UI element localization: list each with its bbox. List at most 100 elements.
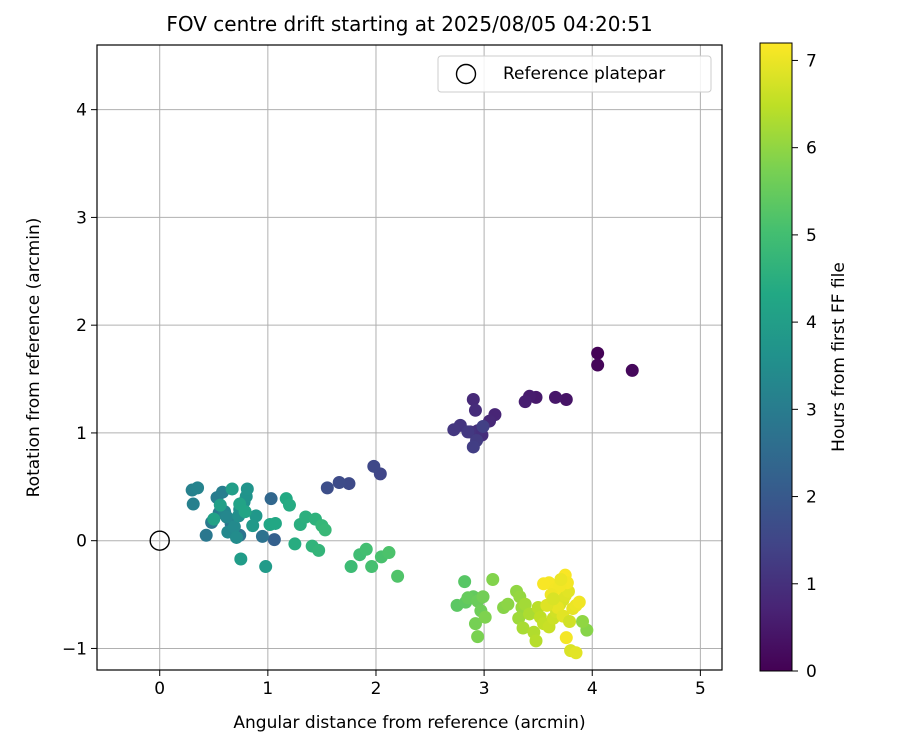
y-tick-label: −1 xyxy=(62,639,87,659)
data-points xyxy=(185,346,639,660)
legend-marker-icon xyxy=(455,63,477,85)
data-point xyxy=(238,505,252,519)
data-point xyxy=(259,560,273,574)
data-point xyxy=(220,510,234,524)
data-point xyxy=(264,492,278,506)
x-tick-label: 1 xyxy=(262,679,273,699)
data-point xyxy=(471,630,485,644)
data-point xyxy=(476,590,490,604)
data-point xyxy=(461,425,475,439)
data-point xyxy=(344,560,358,574)
data-point xyxy=(268,516,282,530)
legend-box xyxy=(437,55,712,93)
data-point xyxy=(554,572,568,586)
x-axis-label: Angular distance from reference (arcmin) xyxy=(233,713,585,733)
data-point xyxy=(512,611,526,625)
colorbar-tick-label: 3 xyxy=(806,400,817,420)
data-point xyxy=(468,403,482,417)
data-point xyxy=(199,528,213,542)
data-point xyxy=(537,577,551,591)
data-point xyxy=(625,363,639,377)
y-axis-ticks: −1 0 1 2 3 4 xyxy=(62,101,97,659)
data-point xyxy=(478,610,492,624)
colorbar-tick-label: 5 xyxy=(806,226,817,246)
x-tick-label: 2 xyxy=(371,679,382,699)
data-point xyxy=(548,390,562,404)
colorbar-tick-label: 6 xyxy=(806,139,817,159)
colorbar-tick-label: 4 xyxy=(806,313,817,333)
data-point xyxy=(447,423,461,437)
chart-title: FOV centre drift starting at 2025/08/05 … xyxy=(166,12,652,36)
data-point xyxy=(191,481,205,495)
x-axis-ticks: 0 1 2 3 4 5 xyxy=(154,670,706,699)
data-point xyxy=(318,523,332,537)
x-tick-label: 4 xyxy=(587,679,598,699)
data-point xyxy=(518,597,532,611)
data-point xyxy=(213,498,227,512)
data-point xyxy=(476,419,490,433)
legend: Reference platepar xyxy=(437,55,712,93)
data-point xyxy=(572,595,586,609)
x-tick-label: 5 xyxy=(695,679,706,699)
data-point xyxy=(529,634,543,648)
data-point xyxy=(246,519,260,533)
data-point xyxy=(518,395,532,409)
data-point xyxy=(569,646,583,660)
data-point xyxy=(229,530,243,544)
y-tick-label: 4 xyxy=(76,101,87,121)
y-axis-label: Rotation from reference (arcmin) xyxy=(24,218,44,498)
data-point xyxy=(591,358,605,372)
reference-point xyxy=(149,530,170,551)
data-point xyxy=(466,440,480,454)
x-tick-label: 3 xyxy=(479,679,490,699)
data-point xyxy=(458,575,472,589)
plot-frame xyxy=(96,44,723,671)
data-point xyxy=(546,592,560,606)
grid xyxy=(97,45,722,670)
colorbar-tick-label: 2 xyxy=(806,488,817,508)
data-point xyxy=(367,459,381,473)
data-point xyxy=(501,597,515,611)
data-point xyxy=(342,477,356,491)
data-point xyxy=(559,393,573,407)
data-point xyxy=(576,615,590,629)
colorbar-gradient xyxy=(759,42,793,672)
data-point xyxy=(299,510,313,524)
data-point xyxy=(288,537,302,551)
data-point xyxy=(234,552,248,566)
data-point xyxy=(332,476,346,489)
colorbar-tick-label: 1 xyxy=(806,575,817,595)
data-point xyxy=(382,546,396,560)
data-point xyxy=(591,346,605,360)
data-point xyxy=(365,560,379,574)
colorbar-ticks: 0 1 2 3 4 5 6 7 xyxy=(792,51,817,682)
data-point xyxy=(516,621,530,635)
legend-entry-reference: Reference platepar xyxy=(503,64,665,84)
data-point xyxy=(227,520,241,534)
data-point xyxy=(559,631,573,645)
data-point xyxy=(225,482,239,496)
x-tick-label: 0 xyxy=(154,679,165,699)
data-point xyxy=(312,543,326,557)
y-tick-label: 3 xyxy=(76,208,87,228)
data-point xyxy=(486,572,500,586)
data-point xyxy=(240,482,254,496)
data-point xyxy=(468,617,482,631)
colorbar: 0 1 2 3 4 5 6 7 Hours from first FF file xyxy=(759,42,849,682)
colorbar-tick-label: 0 xyxy=(806,662,817,682)
data-point xyxy=(282,498,296,512)
data-point xyxy=(255,529,269,543)
data-point xyxy=(391,569,405,583)
data-point xyxy=(267,533,281,547)
reference-marker-layer xyxy=(149,530,170,551)
data-point xyxy=(207,512,221,526)
data-point xyxy=(563,615,577,629)
colorbar-tick-label: 7 xyxy=(806,51,817,71)
data-point xyxy=(320,481,334,495)
y-tick-label: 0 xyxy=(76,532,87,552)
data-point xyxy=(466,393,480,407)
y-tick-label: 2 xyxy=(76,316,87,336)
y-tick-label: 1 xyxy=(76,424,87,444)
data-point xyxy=(359,542,373,556)
